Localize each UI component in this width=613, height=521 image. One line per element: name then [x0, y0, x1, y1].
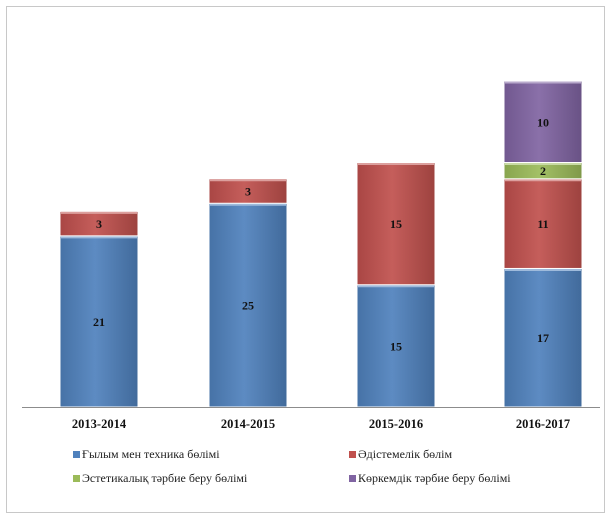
bar-segment — [503, 178, 583, 269]
x-tick-label: 2015-2016 — [369, 417, 423, 431]
data-label: 15 — [390, 217, 402, 231]
data-label: 3 — [245, 185, 251, 199]
data-labels-layer: 21 3 25 3 15 15 17 11 2 10 — [93, 115, 549, 353]
x-tick-labels: 2013-2014 2014-2015 2015-2016 2016-2017 — [72, 417, 570, 431]
data-label: 10 — [537, 115, 549, 129]
legend-swatch — [73, 475, 80, 482]
bar-segment — [356, 284, 436, 408]
data-label: 21 — [93, 315, 105, 329]
legend-swatch — [349, 475, 356, 482]
data-label: 3 — [96, 217, 102, 231]
legend-label: Көркемдік тәрбие беру бөлімі — [358, 471, 511, 485]
bar-segment — [503, 80, 583, 163]
bar-segment — [59, 235, 139, 408]
legend-swatch — [73, 451, 80, 458]
legend-swatch — [349, 451, 356, 458]
data-label: 2 — [540, 164, 546, 178]
data-label: 17 — [537, 331, 549, 345]
legend-label: Әдістемелік бөлім — [358, 447, 453, 461]
bar-segment — [208, 178, 288, 204]
x-tick-label: 2016-2017 — [516, 417, 570, 431]
data-label: 11 — [537, 217, 548, 231]
legend: Ғылым мен техника бөлімі Әдістемелік бөлі… — [73, 447, 511, 485]
x-tick-label: 2014-2015 — [221, 417, 275, 431]
data-label: 15 — [390, 339, 402, 353]
bar-segment — [503, 267, 583, 408]
bar-segment — [59, 210, 139, 237]
data-label: 25 — [242, 299, 254, 313]
legend-label: Эстетикалық тәрбие беру бөлімі — [82, 471, 248, 485]
bar-segment — [356, 162, 436, 286]
bar-segment — [208, 202, 288, 408]
bars-layer — [59, 80, 583, 408]
x-tick-label: 2013-2014 — [72, 417, 127, 431]
legend-label: Ғылым мен техника бөлімі — [82, 447, 220, 461]
